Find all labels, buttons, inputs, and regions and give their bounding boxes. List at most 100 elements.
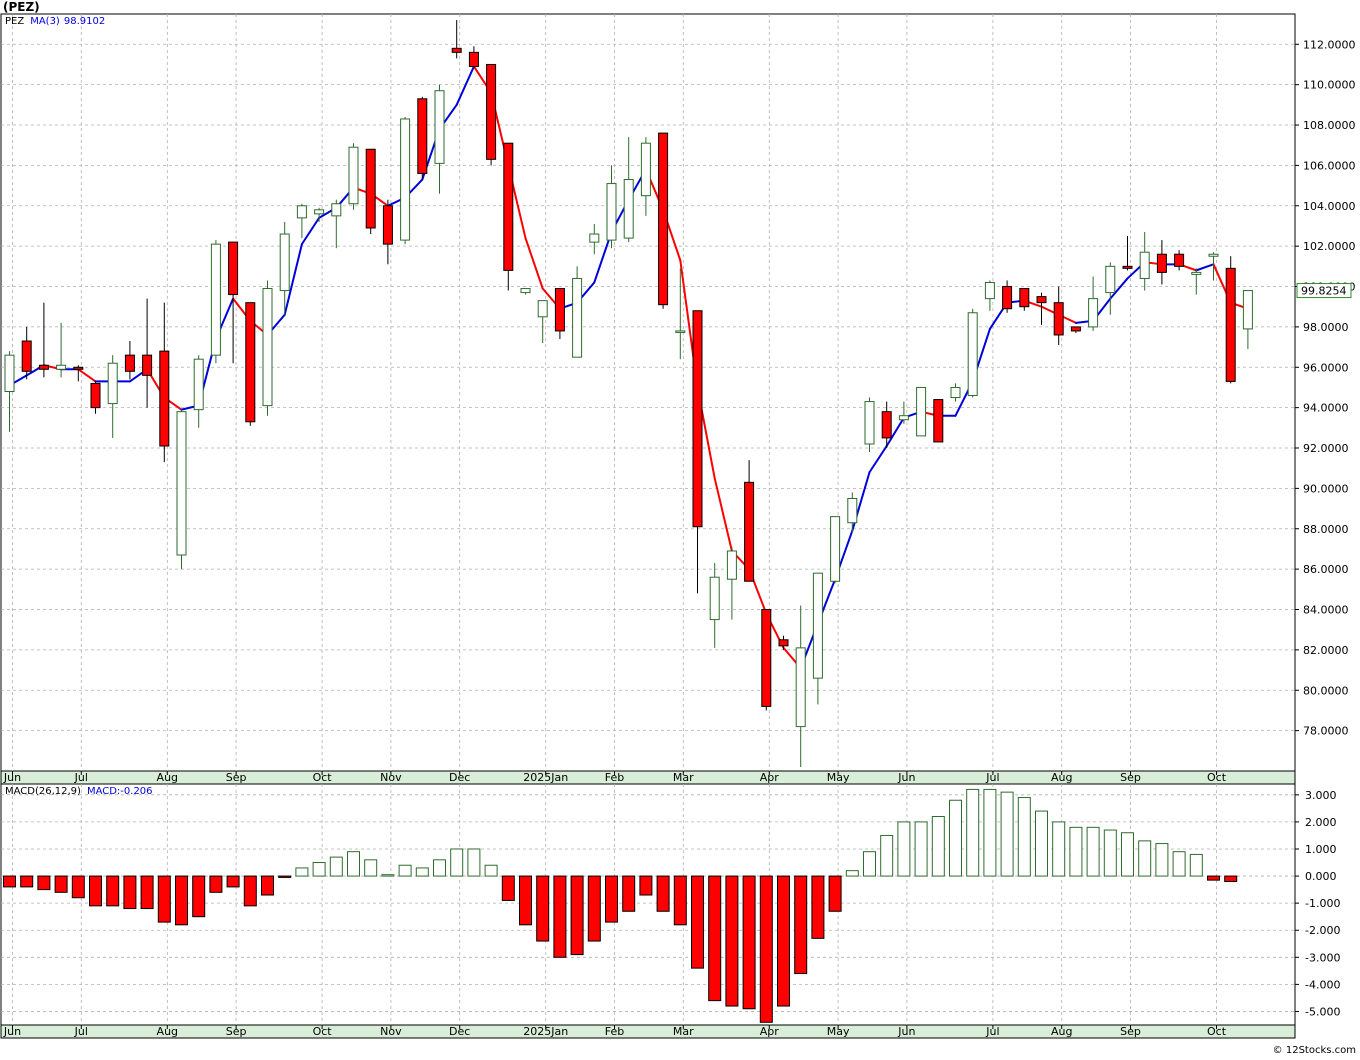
candle-body: [812, 572, 823, 679]
candle: [1036, 292, 1047, 325]
candle: [142, 298, 153, 408]
candle: [933, 399, 944, 443]
macd-tick-label: 3.000: [1305, 789, 1337, 802]
macd-x-axis: Jun Jul Aug Sep Oct Nov Dec 2025Jan Feb Mar Apr May…: [3, 1025, 1227, 1038]
macd-x-label: Aug: [1051, 1025, 1072, 1038]
macd-bar: [450, 848, 464, 877]
candle-body: [56, 364, 67, 370]
macd-bar: [20, 875, 34, 888]
macd-bar: [192, 875, 206, 918]
candle-body: [245, 302, 256, 423]
candle-body: [210, 243, 221, 356]
price-x-label: Sep: [226, 771, 247, 784]
candle: [984, 280, 995, 311]
ma-segment: [300, 216, 321, 246]
candle: [572, 266, 583, 358]
candle: [38, 302, 49, 378]
candle-body: [933, 399, 944, 443]
candle: [124, 341, 135, 380]
candle-body: [331, 203, 342, 217]
candle: [503, 142, 514, 291]
last-price-marker: 99.8254: [1296, 283, 1352, 299]
macd-bar: [880, 834, 894, 877]
candle: [1053, 286, 1064, 346]
macd-bar: [433, 859, 446, 877]
legend-ma-name: MA(3): [30, 16, 60, 27]
candle-body: [38, 364, 49, 370]
candle-body: [898, 415, 909, 421]
candle: [778, 635, 789, 650]
candle: [176, 409, 187, 570]
candle-body: [1139, 251, 1150, 279]
candle: [107, 355, 118, 438]
candle-body: [176, 411, 187, 556]
candle: [331, 199, 342, 249]
candle-body: [1156, 253, 1167, 273]
candle: [537, 300, 548, 344]
candle: [709, 563, 720, 648]
candle: [675, 268, 686, 360]
candle-body: [1088, 298, 1099, 328]
macd-legend-value: MACD:-0.206: [86, 786, 153, 797]
candle: [864, 397, 875, 453]
macd-bar: [415, 867, 429, 877]
candle-body: [864, 401, 875, 445]
candle: [1002, 280, 1013, 313]
macd-bar: [553, 875, 567, 958]
candle-body: [348, 146, 359, 205]
macd-bar: [295, 867, 309, 877]
macd-bar: [931, 815, 945, 877]
macd-bar: [1035, 810, 1048, 877]
candle: [640, 137, 651, 216]
ma-segment: [868, 444, 888, 474]
candle-body: [640, 142, 651, 197]
price-tick-label: 104.0000: [1303, 200, 1356, 213]
macd-bar: [54, 875, 68, 893]
price-x-label: Jun: [897, 771, 915, 784]
macd-bar: [347, 851, 360, 877]
candle: [348, 143, 359, 210]
macd-tick-label: 2.000: [1305, 816, 1337, 829]
macd-bar: [1052, 821, 1066, 877]
price-x-label: Sep: [1120, 771, 1141, 784]
price-tick-label: 86.0000: [1303, 563, 1349, 576]
candle: [812, 572, 823, 705]
macd-tick-label: -1.000: [1305, 897, 1340, 910]
candle-body: [830, 516, 841, 582]
macd-x-label: Dec: [449, 1025, 470, 1038]
macd-bar: [794, 875, 808, 975]
price-panel-frame: [0, 13, 1296, 772]
macd-bar: [570, 875, 584, 956]
candle: [1019, 288, 1030, 311]
price-x-label: Dec: [449, 771, 470, 784]
macd-bar: [949, 799, 962, 877]
price-tick-label: 90.0000: [1303, 482, 1349, 495]
price-legend: PEZ MA(3) 98.9102: [5, 16, 111, 27]
macd-bar: [914, 821, 928, 877]
macd-bar: [71, 875, 85, 899]
price-y-axis: 112.0000 110.0000 108.0000 106.0000 104.0000…: [1295, 38, 1356, 738]
macd-bar: [89, 875, 102, 907]
candle: [262, 280, 273, 416]
candle-body: [537, 300, 548, 318]
price-x-label: Mar: [673, 771, 694, 784]
candle: [434, 84, 445, 194]
macd-bar: [519, 875, 532, 926]
macd-bar: [1155, 843, 1169, 877]
candle-body: [1036, 296, 1047, 304]
candle-body: [520, 288, 531, 294]
candle: [56, 322, 67, 378]
candle-body: [1225, 267, 1236, 382]
price-x-label: Aug: [1051, 771, 1072, 784]
candle-body: [623, 179, 634, 239]
candle: [296, 203, 307, 239]
candle: [417, 96, 428, 180]
macd-x-label: Oct: [1207, 1025, 1227, 1038]
candle-body: [1174, 253, 1185, 267]
ma-segment: [455, 65, 475, 106]
price-x-label: Jul: [985, 771, 999, 784]
macd-tick-label: -5.000: [1305, 1005, 1340, 1018]
macd-bar: [261, 875, 274, 896]
